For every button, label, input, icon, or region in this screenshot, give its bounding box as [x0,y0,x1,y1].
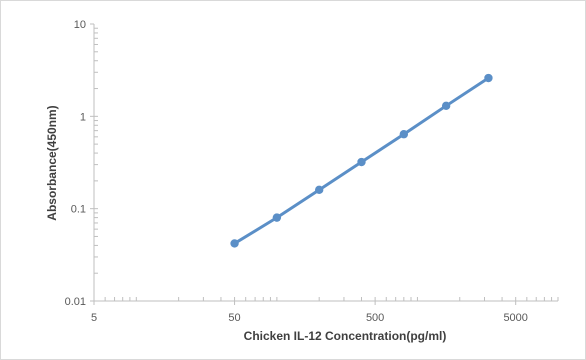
data-point [484,73,493,83]
axes [93,24,558,302]
y-tick-label: 0.01 [65,296,86,308]
x-tick-label: 5000 [503,312,527,324]
x-axis-title: Chicken IL-12 Concentration(pg/ml) [244,329,447,343]
y-tick-label: 1 [80,111,86,123]
x-tick-label: 500 [366,312,384,324]
y-axis-title: Absorbance(450nm) [45,105,59,220]
data-point [441,101,451,111]
data-point [399,130,409,139]
data-point [272,213,282,222]
ticks: 5 50 500 5000 0.01 0.1 1 10 [65,19,559,324]
plot-area [230,73,493,248]
y-tick-label: 0.1 [71,204,86,216]
data-point [230,239,239,248]
x-tick-label: 5 [91,312,97,324]
y-tick-label: 10 [74,19,86,31]
data-point [314,185,324,195]
data-point [357,157,366,167]
x-tick-label: 50 [228,312,240,324]
